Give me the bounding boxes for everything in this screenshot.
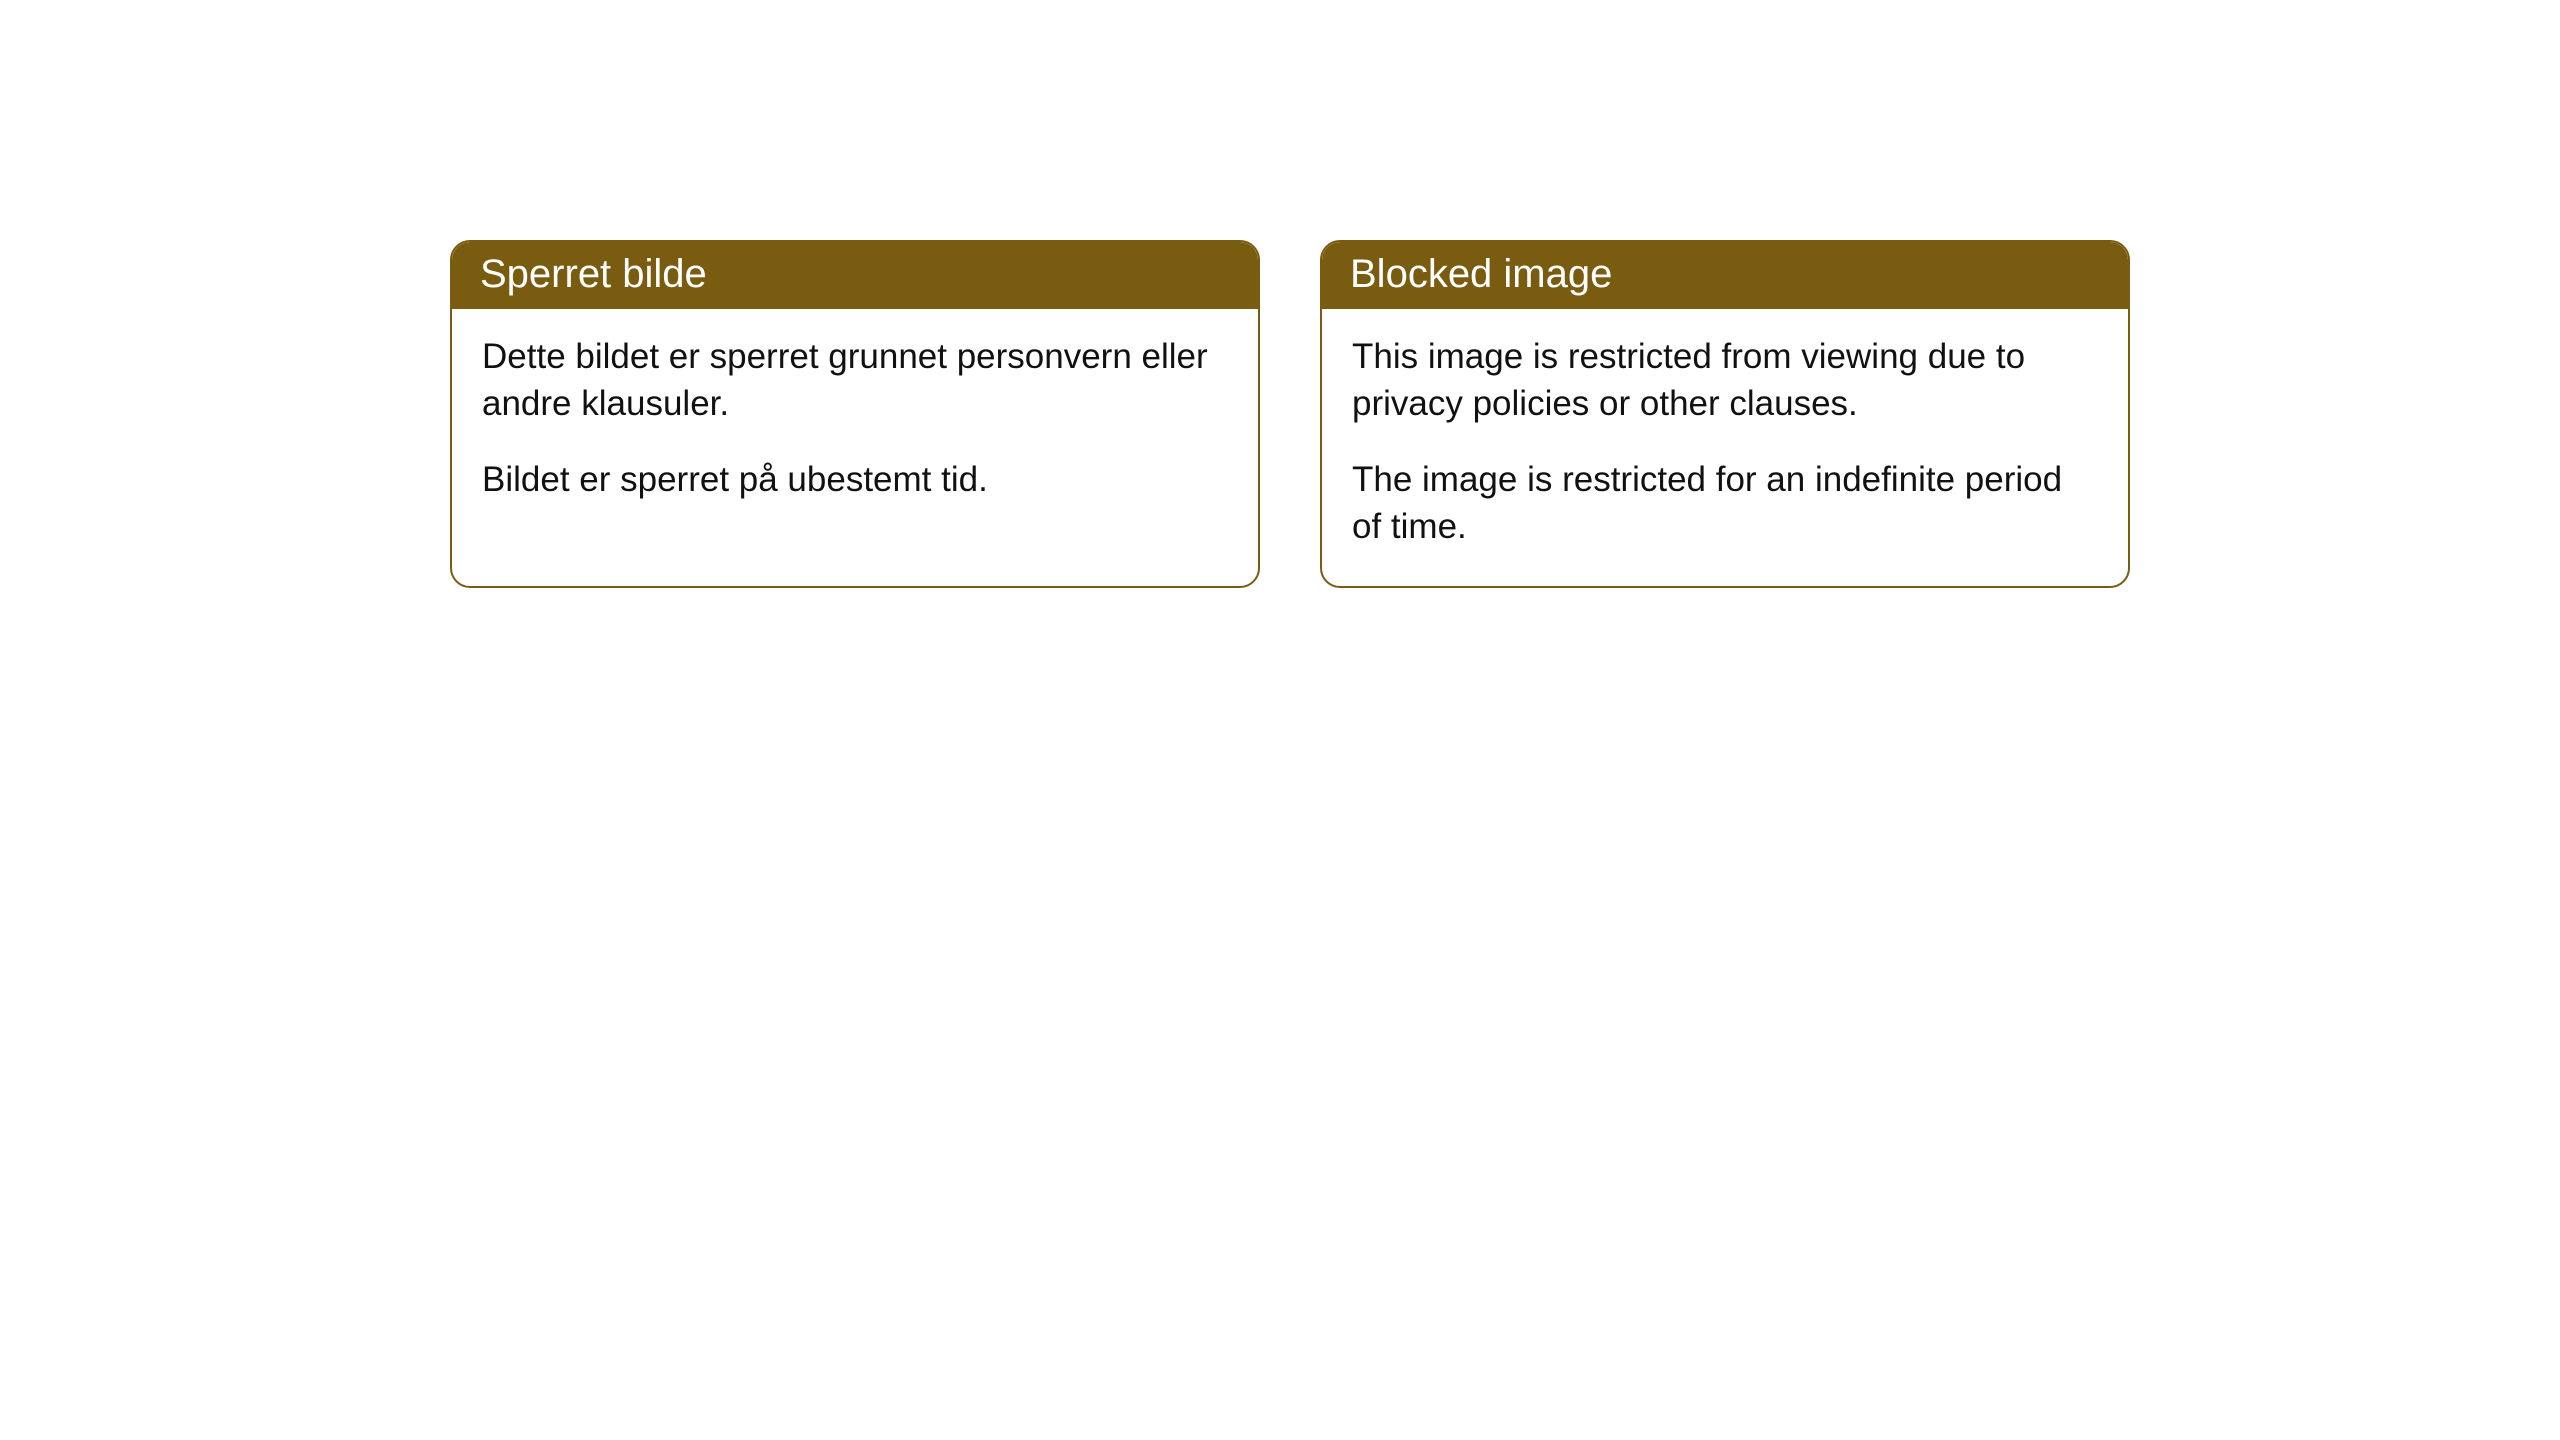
card-paragraph: The image is restricted for an indefinit…	[1352, 456, 2098, 551]
card-paragraph: This image is restricted from viewing du…	[1352, 333, 2098, 428]
card-header: Blocked image	[1322, 242, 2128, 309]
notice-card-english: Blocked image This image is restricted f…	[1320, 240, 2130, 588]
card-title: Sperret bilde	[480, 252, 707, 296]
notice-cards-container: Sperret bilde Dette bildet er sperret gr…	[450, 240, 2130, 588]
card-paragraph: Dette bildet er sperret grunnet personve…	[482, 333, 1228, 428]
notice-card-norwegian: Sperret bilde Dette bildet er sperret gr…	[450, 240, 1260, 588]
card-paragraph: Bildet er sperret på ubestemt tid.	[482, 456, 1228, 503]
card-title: Blocked image	[1350, 252, 1612, 296]
card-body: This image is restricted from viewing du…	[1322, 309, 2128, 586]
card-header: Sperret bilde	[452, 242, 1258, 309]
card-body: Dette bildet er sperret grunnet personve…	[452, 309, 1258, 539]
